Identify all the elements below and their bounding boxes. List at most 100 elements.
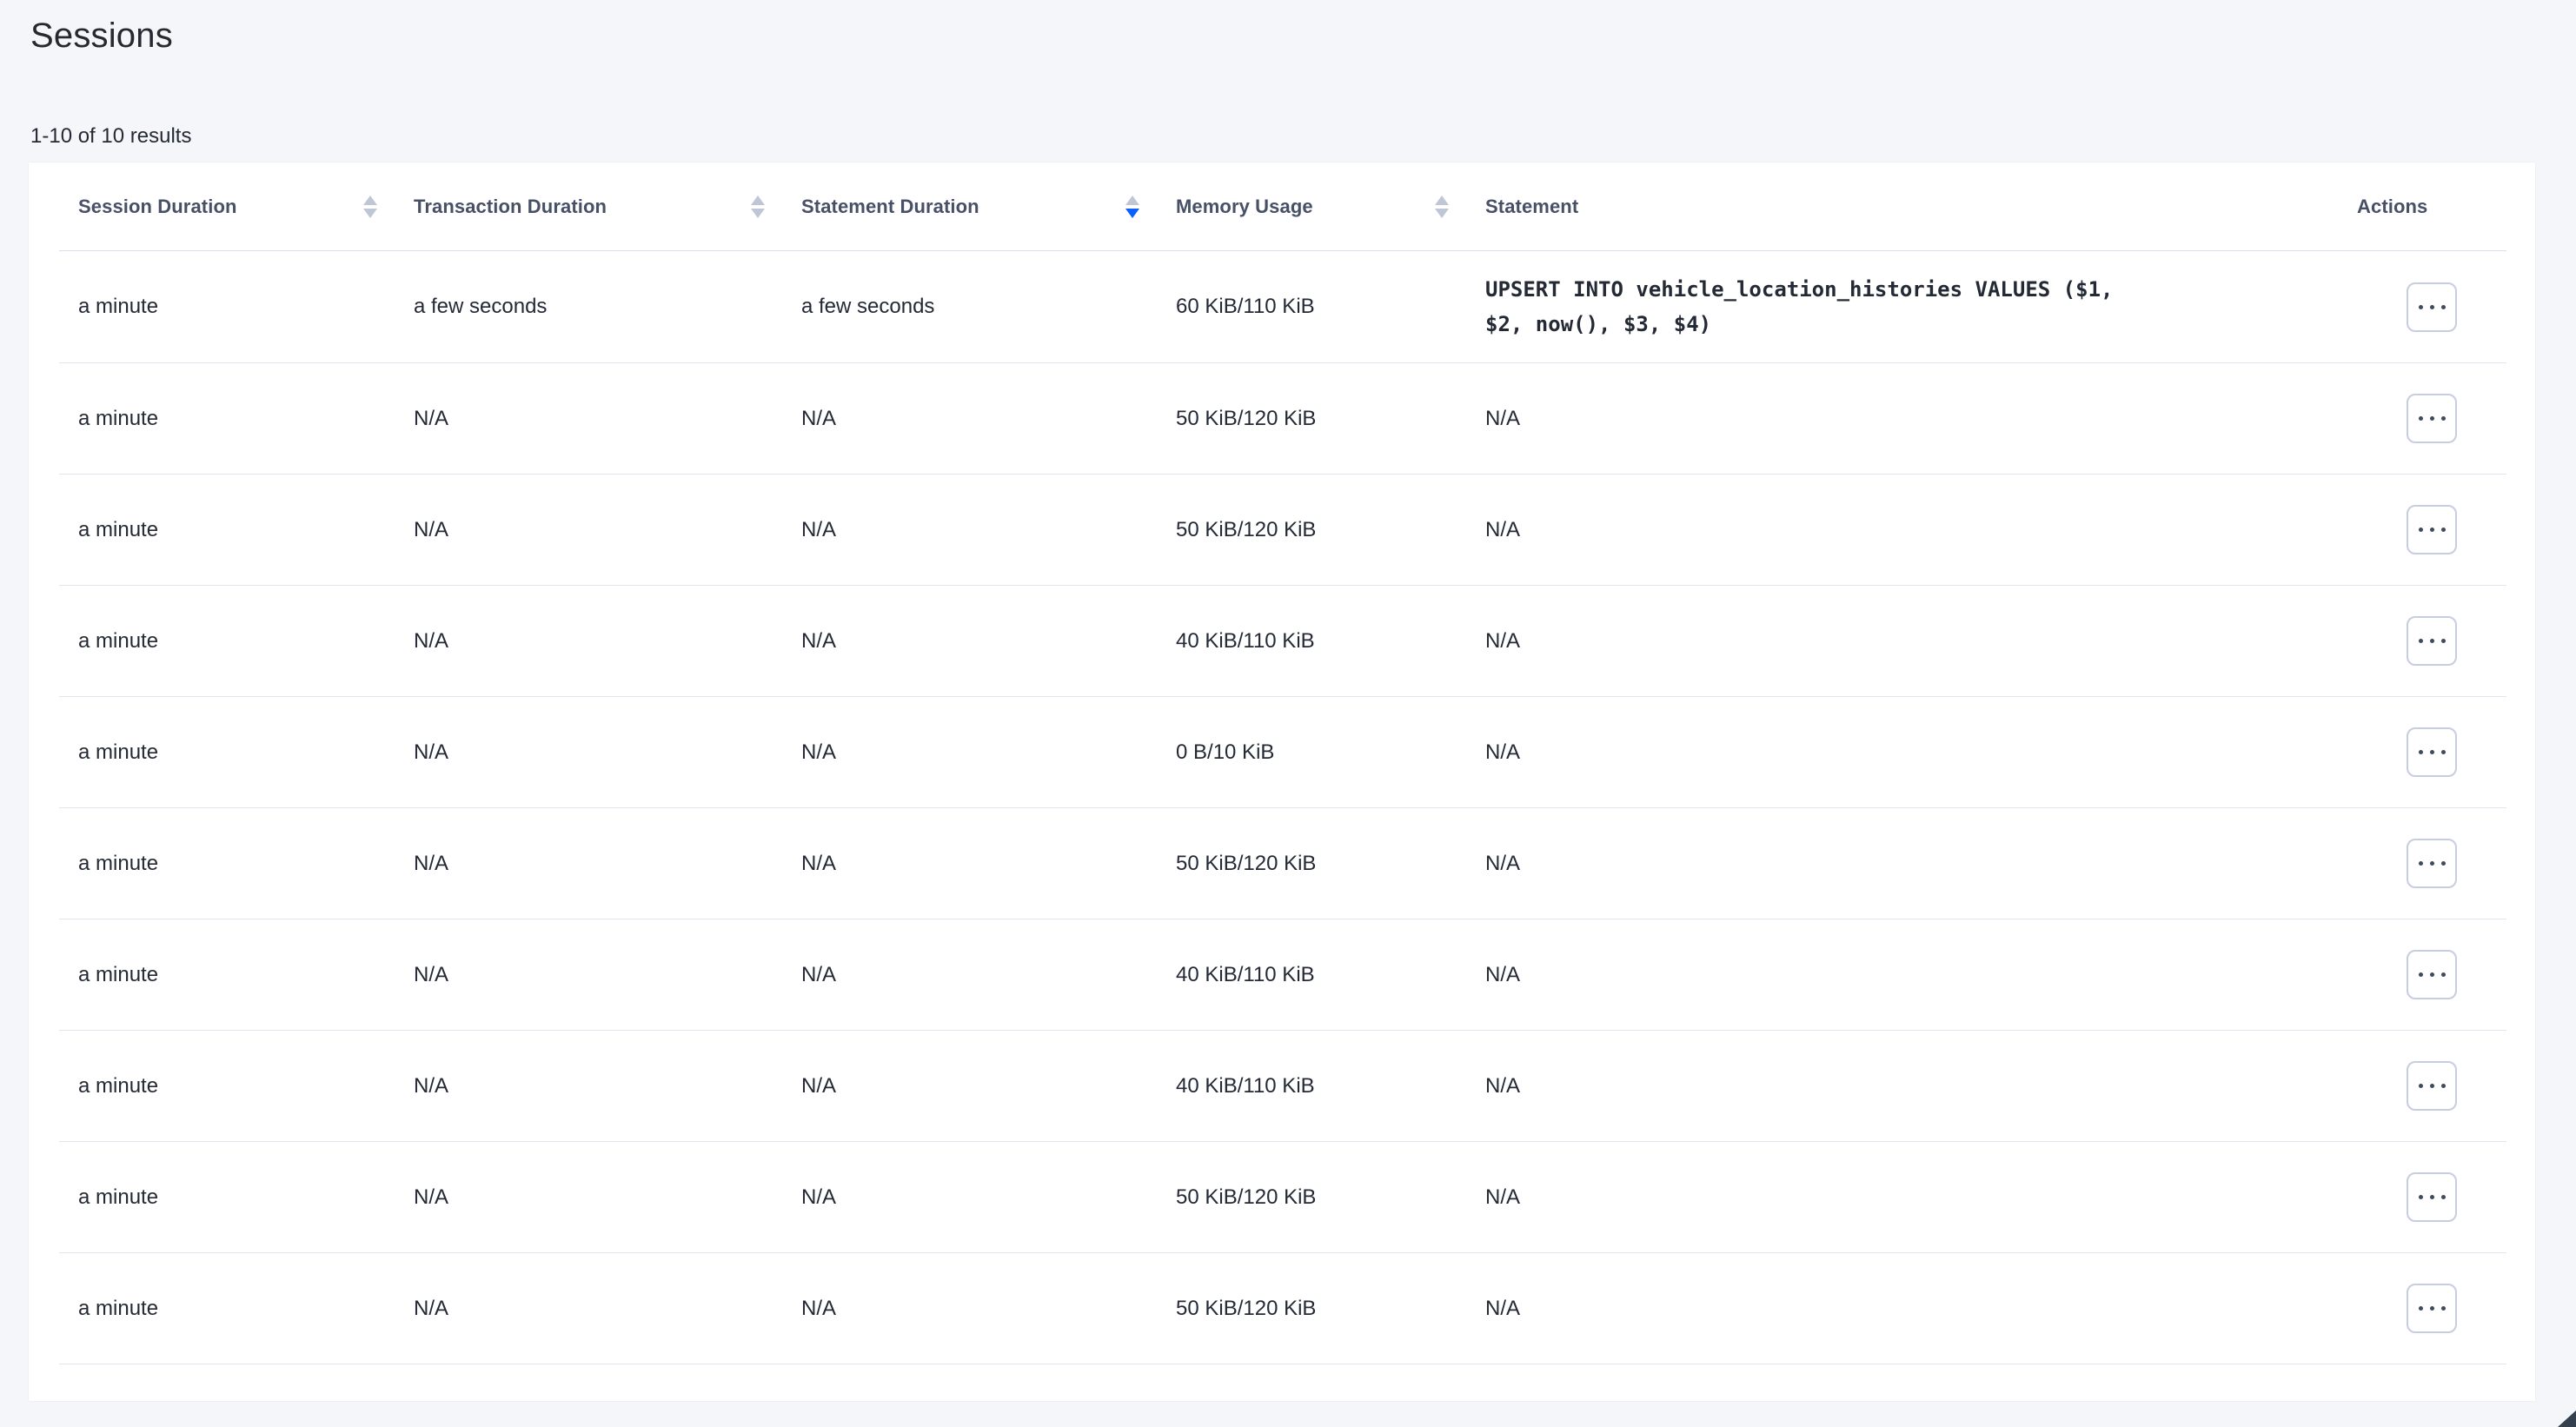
column-header-memory-usage[interactable]: Memory Usage [1176,195,1485,218]
cell-memory-usage: 50 KiB/120 KiB [1176,517,1317,541]
sort-asc-arrow-icon [1125,195,1139,205]
ellipsis-icon [2440,1306,2446,1311]
sort-desc-arrow-icon [1125,208,1139,218]
table-row: a minute N/A N/A 0 B/10 KiB N/A [59,697,2506,808]
session-actions-button[interactable] [2407,394,2457,443]
cell-actions [2357,505,2506,554]
cell-transaction-duration: N/A [414,740,449,764]
column-header-transaction-duration[interactable]: Transaction Duration [414,195,801,218]
page-title: Sessions [30,17,173,55]
table-row: a minute a few seconds a few seconds 60 KiB… [59,251,2506,363]
session-actions-button[interactable] [2407,1284,2457,1333]
cell-statement: N/A [1485,1073,1521,1098]
cell-actions [2357,839,2506,888]
table-row: a minute N/A N/A 50 KiB/120 KiB N/A [59,808,2506,919]
cell-statement-duration: a few seconds [801,295,935,318]
session-actions-button[interactable] [2407,505,2457,554]
ellipsis-icon [2440,639,2446,643]
ellipsis-icon [2418,1306,2423,1311]
cell-statement: N/A [1485,740,1521,764]
ellipsis-icon [2418,861,2423,866]
column-header-label: Statement Duration [801,195,979,217]
ellipsis-icon [2440,1084,2446,1088]
cell-transaction-duration: N/A [414,1185,449,1209]
ellipsis-icon [2429,861,2434,866]
sort-desc-arrow-icon [751,208,765,218]
sessions-table-card: Session Duration Transaction Duration Stat… [29,163,2535,1401]
cell-statement: UPSERT INTO vehicle_location_histories V… [1485,277,2114,336]
cell-statement: N/A [1485,517,1521,541]
session-actions-button[interactable] [2407,282,2457,332]
column-header-label: Session Duration [78,195,237,217]
cell-transaction-duration: N/A [414,406,449,430]
cell-actions [2357,1172,2506,1222]
column-header-session-duration[interactable]: Session Duration [78,195,414,218]
sort-arrows-icon[interactable] [363,195,377,218]
ellipsis-icon [2418,750,2423,754]
sessions-table: Session Duration Transaction Duration Stat… [59,163,2506,1364]
ellipsis-icon [2418,528,2423,532]
table-row: a minute N/A N/A 50 KiB/120 KiB N/A [59,1253,2506,1364]
ellipsis-icon [2429,1084,2434,1088]
results-count: 1-10 of 10 results [30,124,192,148]
session-actions-button[interactable] [2407,950,2457,999]
ellipsis-icon [2440,528,2446,532]
sort-arrows-icon[interactable] [1435,195,1449,218]
sort-arrows-icon[interactable] [1125,195,1139,218]
table-row: a minute N/A N/A 50 KiB/120 KiB N/A [59,475,2506,586]
sort-arrows-icon[interactable] [751,195,765,218]
cell-actions [2357,394,2506,443]
cell-actions [2357,950,2506,999]
ellipsis-icon [2418,639,2423,643]
ellipsis-icon [2429,1306,2434,1311]
cell-statement-duration: N/A [801,628,837,653]
cell-actions [2357,616,2506,666]
cell-statement-duration: N/A [801,517,837,541]
cell-statement: N/A [1485,628,1521,653]
cell-session-duration: a minute [78,851,159,875]
ellipsis-icon [2429,528,2434,532]
ellipsis-icon [2429,416,2434,421]
sort-asc-arrow-icon [363,195,377,205]
cell-session-duration: a minute [78,406,159,430]
ellipsis-icon [2429,1195,2434,1199]
session-actions-button[interactable] [2407,1172,2457,1222]
cell-statement-duration: N/A [801,1296,837,1320]
session-actions-button[interactable] [2407,839,2457,888]
sort-asc-arrow-icon [751,195,765,205]
ellipsis-icon [2418,972,2423,977]
cell-statement: N/A [1485,851,1521,875]
cell-statement: N/A [1485,962,1521,986]
cell-statement-duration: N/A [801,962,837,986]
column-header-actions: Actions [2357,196,2506,218]
cell-transaction-duration: N/A [414,851,449,875]
sort-desc-arrow-icon [1435,208,1449,218]
cell-session-duration: a minute [78,1296,159,1320]
ellipsis-icon [2440,972,2446,977]
ellipsis-icon [2429,304,2434,309]
session-actions-button[interactable] [2407,616,2457,666]
ellipsis-icon [2429,639,2434,643]
cell-session-duration: a minute [78,1073,159,1098]
column-header-label: Transaction Duration [414,195,607,217]
session-actions-button[interactable] [2407,1061,2457,1111]
ellipsis-icon [2440,304,2446,309]
sort-asc-arrow-icon [1435,195,1449,205]
session-actions-button[interactable] [2407,727,2457,777]
cell-memory-usage: 60 KiB/110 KiB [1176,295,1315,318]
ellipsis-icon [2418,1195,2423,1199]
table-row: a minute N/A N/A 40 KiB/110 KiB N/A [59,1031,2506,1142]
cell-transaction-duration: a few seconds [414,295,548,318]
cell-actions [2357,1061,2506,1111]
column-header-statement-duration[interactable]: Statement Duration [801,195,1176,218]
corner-resize-handle [2558,1410,2576,1427]
cell-memory-usage: 40 KiB/110 KiB [1176,1073,1315,1098]
table-header-row: Session Duration Transaction Duration Stat… [59,163,2506,251]
ellipsis-icon [2418,416,2423,421]
cell-memory-usage: 40 KiB/110 KiB [1176,962,1315,986]
ellipsis-icon [2440,861,2446,866]
ellipsis-icon [2440,1195,2446,1199]
cell-transaction-duration: N/A [414,962,449,986]
ellipsis-icon [2418,304,2423,309]
sort-desc-arrow-icon [363,208,377,218]
